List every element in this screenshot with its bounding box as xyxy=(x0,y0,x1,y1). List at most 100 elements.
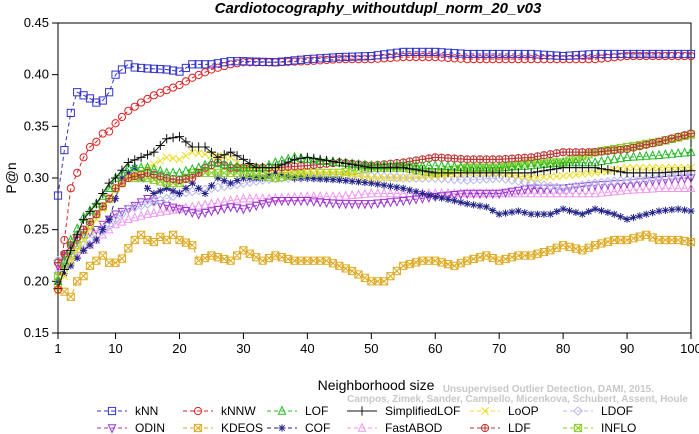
data-point-knn xyxy=(616,49,625,59)
data-point-cof xyxy=(79,246,88,254)
data-point-knn xyxy=(354,52,363,61)
data-point-odin xyxy=(354,200,363,210)
data-point-knn xyxy=(290,56,299,65)
data-point-knn xyxy=(341,52,350,61)
data-point-fastabod xyxy=(354,189,363,199)
data-point-ldof xyxy=(455,174,466,185)
x-tick-label: 100 xyxy=(680,341,699,356)
data-point-knn xyxy=(367,51,376,61)
data-point-cof xyxy=(572,208,580,217)
data-point-knnw xyxy=(482,55,491,64)
data-point-cof xyxy=(431,193,439,201)
legend-label-ldof: LDOF xyxy=(601,404,633,418)
data-point-ldof xyxy=(532,179,543,190)
data-point-knn xyxy=(603,49,612,59)
data-point-lof xyxy=(239,162,248,172)
data-point-knn xyxy=(60,146,69,155)
data-point-odin xyxy=(680,174,689,184)
data-point-knn xyxy=(507,49,517,59)
series-knn xyxy=(53,47,696,200)
data-point-odin xyxy=(245,203,255,213)
data-point-loop xyxy=(571,170,580,179)
data-point-knn xyxy=(648,49,657,59)
legend-label-simplifiedlof: SimplifiedLOF xyxy=(385,404,460,418)
data-point-odin xyxy=(187,208,197,219)
data-point-loop xyxy=(380,174,389,182)
data-point-loop xyxy=(386,174,395,182)
data-point-knn xyxy=(373,51,382,60)
data-point-knn xyxy=(527,49,536,59)
data-point-odin xyxy=(98,220,108,231)
data-point-loop xyxy=(194,149,203,158)
data-point-knnw xyxy=(105,127,114,136)
data-point-knn xyxy=(667,49,676,59)
data-point-knn xyxy=(463,49,472,59)
data-point-knn xyxy=(456,49,465,58)
data-point-ldof xyxy=(398,173,409,183)
data-point-cof xyxy=(642,210,650,218)
data-point-knnw xyxy=(533,55,542,64)
data-point-fastabod xyxy=(475,187,485,198)
data-point-knnw xyxy=(514,55,523,64)
y-axis: 0.15 0.20 0.25 0.30 0.35 0.40 0.45 xyxy=(24,15,58,340)
data-point-lof xyxy=(629,151,638,161)
data-point-loop xyxy=(60,272,69,281)
data-point-odin xyxy=(181,207,191,217)
data-point-ldof xyxy=(513,176,524,187)
data-point-cof xyxy=(674,205,682,213)
watermark-line-2: Campos, Zimek, Sander, Campello, Micenko… xyxy=(347,394,688,405)
data-point-simplifiedlof xyxy=(405,164,415,174)
data-point-knn xyxy=(546,51,555,60)
data-point-knn xyxy=(296,55,306,64)
data-point-lof xyxy=(200,159,210,169)
data-point-knn xyxy=(137,63,146,73)
legend-item-inflo: INFLO xyxy=(563,421,636,434)
data-point-fastabod xyxy=(386,187,395,198)
data-point-loop xyxy=(405,173,414,182)
data-point-loop xyxy=(373,174,382,182)
data-point-knnw xyxy=(85,142,95,152)
data-point-cof xyxy=(374,180,382,188)
data-point-cof xyxy=(681,206,689,214)
data-point-cof xyxy=(610,210,618,218)
data-point-odin xyxy=(130,201,140,212)
data-point-knn xyxy=(73,88,82,97)
data-point-cof xyxy=(265,171,273,180)
data-point-loop xyxy=(527,174,536,182)
data-point-knn xyxy=(411,47,421,57)
data-point-simplifiedlof xyxy=(552,164,562,174)
data-point-simplifiedlof xyxy=(219,150,229,160)
legend-item-knnw: kNNW xyxy=(183,404,256,418)
data-point-lof xyxy=(245,162,255,172)
data-point-knn xyxy=(520,49,529,59)
data-point-knnw xyxy=(418,53,427,62)
data-point-ldof xyxy=(545,181,556,192)
data-point-knnw xyxy=(73,168,82,177)
data-point-simplifiedlof xyxy=(270,163,280,173)
data-point-cof xyxy=(150,189,158,198)
data-point-odin xyxy=(469,189,478,200)
data-point-loop xyxy=(86,225,94,234)
data-point-simplifiedlof xyxy=(91,199,101,209)
data-point-knn xyxy=(495,49,504,59)
data-point-fastabod xyxy=(187,201,197,211)
data-point-knn xyxy=(194,60,203,69)
data-point-loop xyxy=(284,167,293,175)
data-point-cof xyxy=(444,195,452,203)
data-point-fastabod xyxy=(162,205,172,215)
data-point-ldf xyxy=(622,144,632,154)
legend-marker xyxy=(481,407,489,415)
data-point-knn xyxy=(239,57,248,66)
data-point-ldof xyxy=(436,173,447,184)
data-point-kdeos xyxy=(117,254,127,263)
data-point-loop xyxy=(335,168,344,177)
data-point-loop xyxy=(309,168,318,177)
data-point-odin xyxy=(571,183,581,193)
data-point-knnw xyxy=(431,53,440,62)
data-point-cof xyxy=(546,210,554,218)
data-point-cof xyxy=(585,207,593,216)
data-point-cof xyxy=(214,174,222,182)
data-point-cof xyxy=(329,176,337,184)
data-point-loop xyxy=(73,246,82,255)
data-point-cof xyxy=(361,178,369,187)
